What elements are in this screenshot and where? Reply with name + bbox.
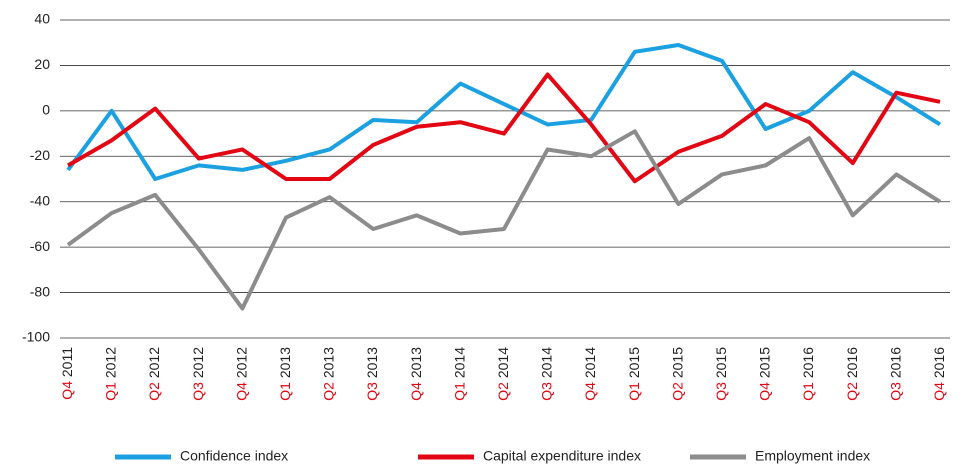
legend-label: Capital expenditure index — [483, 448, 641, 464]
y-tick-label: 20 — [34, 56, 50, 72]
y-tick-label: -60 — [30, 238, 50, 254]
x-tick-label: Q2 2016 — [844, 347, 860, 401]
x-tick-label: Q4 2012 — [233, 347, 249, 401]
x-tick-label: Q2 2015 — [669, 347, 685, 401]
x-tick-label: Q4 2013 — [408, 347, 424, 401]
y-tick-label: -100 — [22, 329, 50, 345]
y-tick-label: -20 — [30, 147, 50, 163]
series-line — [67, 72, 941, 184]
x-tick-label: Q2 2012 — [146, 347, 162, 401]
y-tick-label: 0 — [42, 102, 50, 118]
y-tick-label: 40 — [34, 11, 50, 27]
legend-label: Employment index — [755, 448, 870, 464]
x-tick-label: Q3 2015 — [713, 347, 729, 401]
series-line — [66, 129, 942, 311]
y-tick-label: -40 — [30, 192, 50, 208]
x-tick-label: Q1 2016 — [800, 347, 816, 401]
x-tick-label: Q1 2013 — [277, 347, 293, 401]
x-tick-label: Q3 2012 — [190, 347, 206, 401]
x-tick-label: Q3 2013 — [364, 347, 380, 401]
x-tick-label: Q4 2015 — [756, 347, 772, 401]
x-tick-label: Q1 2012 — [102, 347, 118, 401]
x-tick-label: Q3 2014 — [538, 347, 554, 401]
legend-label: Confidence index — [180, 448, 288, 464]
x-tick-label: Q4 2014 — [582, 347, 598, 401]
x-tick-label: Q4 2011 — [59, 347, 75, 400]
x-tick-label: Q2 2014 — [495, 347, 511, 401]
x-tick-label: Q2 2013 — [320, 347, 336, 401]
x-tick-label: Q4 2016 — [931, 347, 947, 401]
x-tick-label: Q1 2014 — [451, 347, 467, 401]
y-tick-label: -80 — [30, 283, 50, 299]
x-tick-label: Q1 2015 — [626, 347, 642, 401]
x-tick-label: Q3 2016 — [887, 347, 903, 401]
